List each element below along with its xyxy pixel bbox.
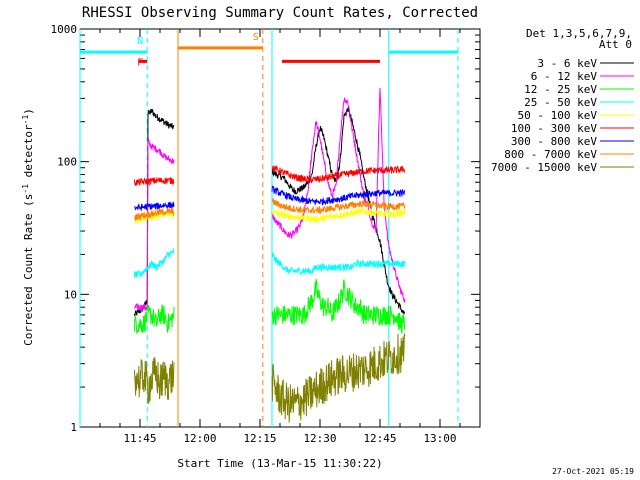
- series-line: [271, 185, 406, 207]
- series-line: [271, 278, 406, 334]
- legend-label: 7000 - 15000 keV: [491, 161, 597, 174]
- series-line: [133, 357, 175, 405]
- x-tick-label: 12:15: [243, 432, 276, 445]
- legend-label: 3 - 6 keV: [537, 57, 597, 70]
- y-tick-label: 1: [70, 421, 77, 434]
- x-tick-label: 12:30: [303, 432, 336, 445]
- flag-label: S: [253, 32, 259, 43]
- legend-label: 100 - 300 keV: [511, 122, 597, 135]
- y-tick-label: 100: [57, 156, 77, 169]
- x-tick-label: 11:45: [123, 432, 156, 445]
- series-line: [271, 197, 406, 215]
- legend-label: 300 - 800 keV: [511, 135, 597, 148]
- series-line: [133, 138, 175, 312]
- legend-label: 6 - 12 keV: [531, 70, 598, 83]
- series-line: [133, 247, 175, 279]
- series-line: [133, 176, 175, 187]
- legend-label: 800 - 7000 keV: [504, 148, 597, 161]
- legend-header: Det 1,3,5,6,7,9,: [526, 27, 632, 40]
- x-tick-label: 13:00: [423, 432, 456, 445]
- legend-label: 12 - 25 keV: [524, 83, 597, 96]
- y-tick-label: 1000: [51, 23, 78, 36]
- series-line: [271, 164, 406, 184]
- axes: 11:45 12:00 12:15 12:30 12:45 13:00 1 10 100 1000: [51, 23, 481, 445]
- series-line: [271, 106, 406, 315]
- footer-timestamp: 27-Oct-2021 05:19: [552, 467, 634, 476]
- chart-title: RHESSI Observing Summary Count Rates, Co…: [82, 5, 478, 21]
- series: [133, 87, 406, 423]
- series-line: [271, 87, 406, 303]
- x-tick-label: 12:45: [363, 432, 396, 445]
- legend-label: 50 - 100 keV: [518, 109, 598, 122]
- svg-text:Corrected Count Rate (s-1 dete: Corrected Count Rate (s-1 detector-1): [21, 108, 35, 346]
- series-line: [271, 333, 406, 423]
- series-line: [271, 207, 406, 224]
- series-line: [271, 252, 406, 276]
- x-axis-label: Start Time (13-Mar-15 11:30:22): [177, 457, 382, 470]
- flags: FN S: [80, 32, 458, 68]
- x-tick-label: 12:00: [183, 432, 216, 445]
- legend-label: 25 - 50 keV: [524, 96, 597, 109]
- series-line: [134, 206, 175, 221]
- y-axis-label: Corrected Count Rate (s-1 detector-1): [21, 108, 35, 346]
- series-line: [133, 304, 175, 334]
- y-tick-label: 10: [64, 288, 77, 301]
- legend-header: Att 0: [599, 38, 632, 51]
- flag-label: F: [137, 57, 143, 68]
- series-line: [134, 200, 175, 211]
- flag-label: N: [137, 36, 143, 47]
